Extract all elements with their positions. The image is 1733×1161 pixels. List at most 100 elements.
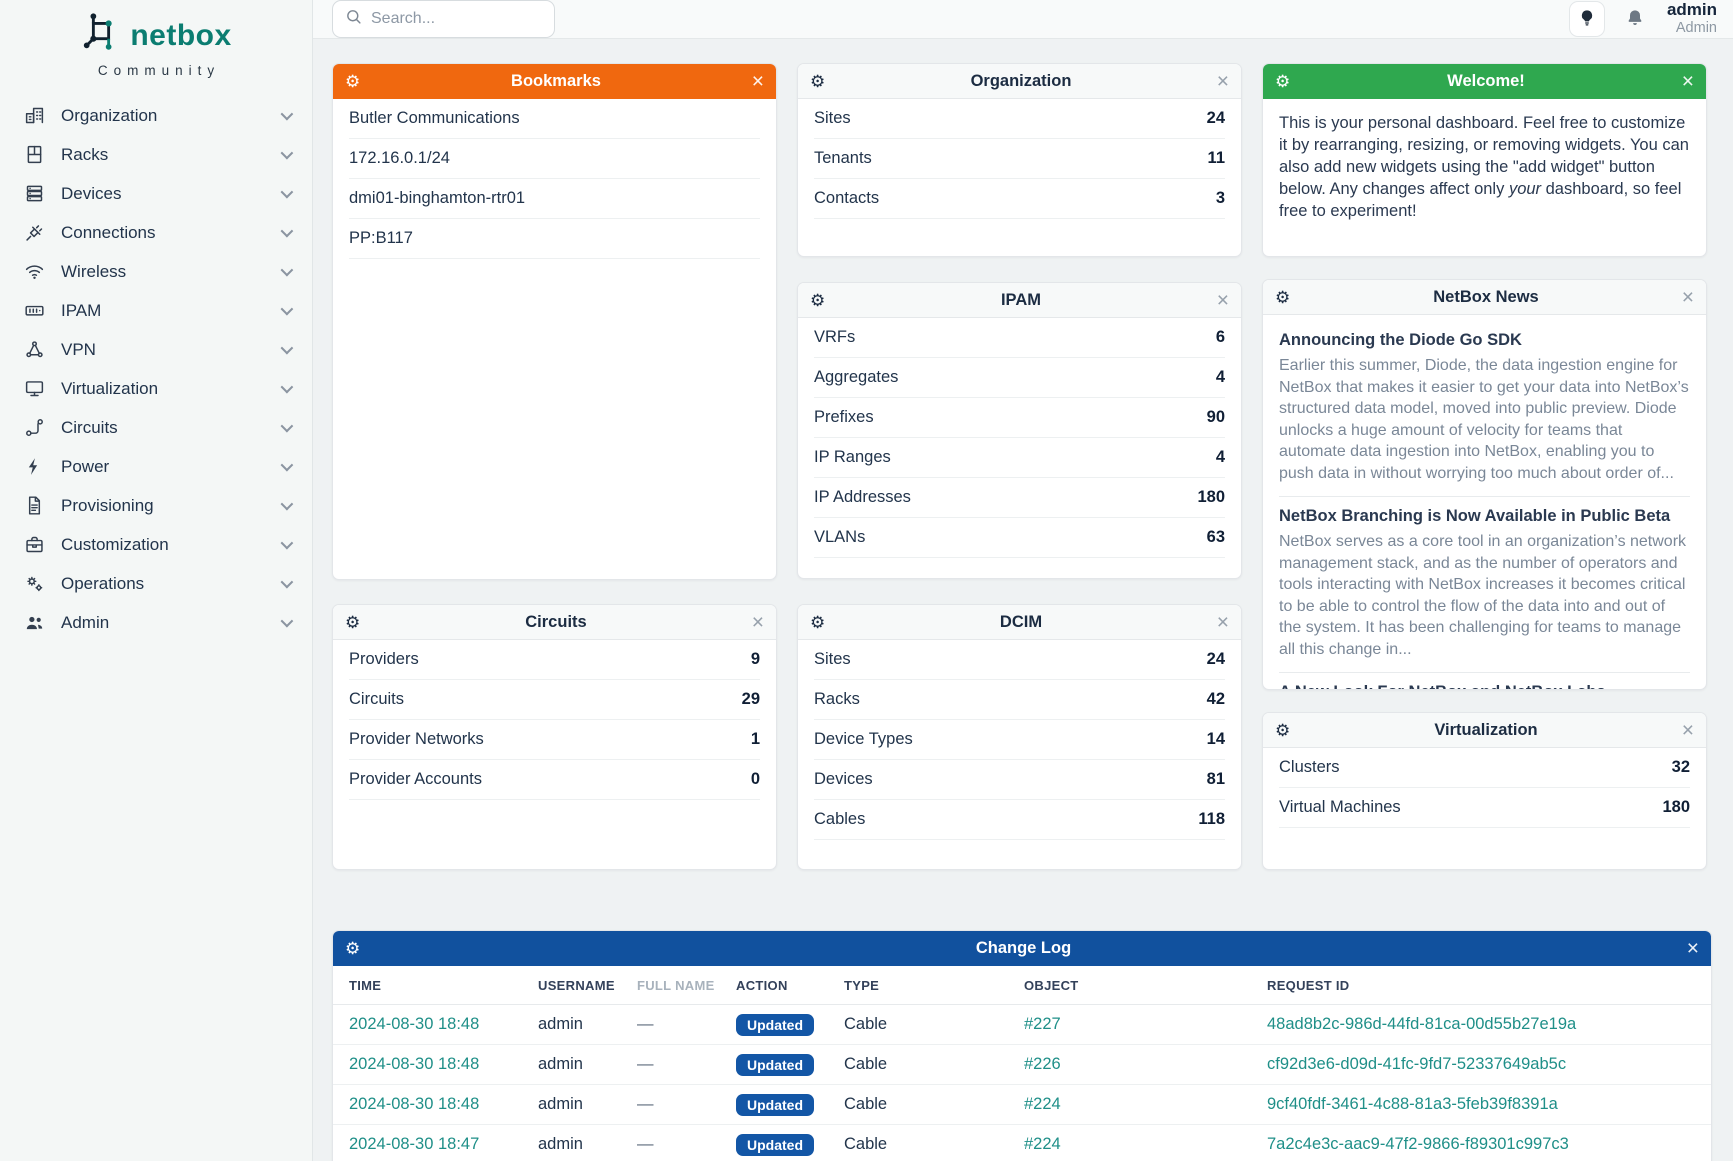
brand-area[interactable]: netbox Community — [0, 0, 312, 78]
widget-config-icon[interactable]: ⚙ — [810, 71, 826, 91]
sidebar-item-provisioning[interactable]: Provisioning — [0, 486, 312, 525]
sidebar-item-racks[interactable]: Racks — [0, 135, 312, 174]
theme-toggle-button[interactable] — [1568, 1, 1605, 37]
sidebar-item-virtualization[interactable]: Virtualization — [0, 369, 312, 408]
chevron-down-icon — [280, 185, 294, 199]
stat-label: Providers — [349, 650, 419, 668]
widget-config-icon[interactable]: ⚙ — [1275, 72, 1291, 91]
widget-close-icon[interactable]: × — [1216, 610, 1229, 634]
column-header-action: ACTION — [736, 977, 788, 993]
change-time-link[interactable]: 2024-08-30 18:48 — [349, 1095, 480, 1113]
stat-row[interactable]: Providers 9 — [349, 640, 760, 680]
stat-row[interactable]: IP Ranges 4 — [814, 438, 1225, 478]
stat-row[interactable]: Provider Networks 1 — [349, 720, 760, 760]
stat-value: 4 — [1215, 368, 1225, 386]
sidebar-item-wireless[interactable]: Wireless — [0, 252, 312, 291]
sidebar-item-customization[interactable]: Customization — [0, 525, 312, 564]
change-full-name: — — [637, 1015, 654, 1033]
stat-row[interactable]: Sites 24 — [814, 99, 1225, 139]
stat-value: 81 — [1206, 770, 1225, 788]
sidebar-item-vpn[interactable]: VPN — [0, 330, 312, 369]
stat-value: 14 — [1206, 730, 1225, 748]
sidebar-item-label: IPAM — [61, 300, 102, 320]
virtualization-widget: ⚙ Virtualization × Clusters 32 Virtual Ma… — [1262, 712, 1707, 870]
stat-row[interactable]: Virtual Machines 180 — [1279, 788, 1690, 828]
news-article-title[interactable]: Announcing the Diode Go SDK — [1279, 331, 1522, 349]
news-article-title[interactable]: NetBox Branching is Now Available in Pub… — [1279, 507, 1671, 525]
bookmark-item[interactable]: Butler Communications — [349, 99, 760, 139]
change-object-link[interactable]: #224 — [1024, 1095, 1061, 1113]
stat-row[interactable]: VLANs 63 — [814, 518, 1225, 558]
bookmark-item[interactable]: dmi01-binghamton-rtr01 — [349, 179, 760, 219]
widget-config-icon[interactable]: ⚙ — [810, 290, 826, 310]
widget-title: Welcome! — [1447, 72, 1525, 90]
stat-value: 118 — [1198, 810, 1225, 828]
widget-config-icon[interactable]: ⚙ — [810, 612, 826, 632]
change-object-link[interactable]: #224 — [1024, 1135, 1061, 1153]
sidebar-item-admin[interactable]: Admin — [0, 603, 312, 642]
sidebar-item-label: Racks — [61, 144, 109, 164]
change-time-link[interactable]: 2024-08-30 18:47 — [349, 1135, 480, 1153]
welcome-text: This is your personal dashboard. Feel fr… — [1279, 114, 1689, 220]
change-type: Cable — [844, 1135, 888, 1153]
sidebar-item-organization[interactable]: Organization — [0, 96, 312, 135]
sidebar-item-ipam[interactable]: IPAM — [0, 291, 312, 330]
widget-config-icon[interactable]: ⚙ — [345, 939, 361, 958]
news-article-title[interactable]: A New Look For NetBox and NetBox Labs — [1279, 683, 1690, 689]
sidebar-item-label: Connections — [61, 222, 156, 242]
sidebar-item-operations[interactable]: Operations — [0, 564, 312, 603]
request-id-link[interactable]: 9cf40fdf-3461-4c88-81a3-5feb39f8391a — [1267, 1095, 1558, 1113]
widget-close-icon[interactable]: × — [1681, 718, 1694, 742]
change-object-link[interactable]: #226 — [1024, 1055, 1061, 1073]
bookmark-item[interactable]: PP:B117 — [349, 219, 760, 259]
stat-row[interactable]: IP Addresses 180 — [814, 478, 1225, 518]
change-time-link[interactable]: 2024-08-30 18:48 — [349, 1015, 480, 1033]
request-id-link[interactable]: cf92d3e6-d09d-41fc-9fd7-52337649ab5c — [1267, 1055, 1567, 1073]
stat-row[interactable]: Sites 24 — [814, 640, 1225, 680]
stat-row[interactable]: Provider Accounts 0 — [349, 760, 760, 800]
news-article-body: Earlier this summer, Diode, the data ing… — [1279, 357, 1689, 482]
sidebar-item-label: Power — [61, 456, 110, 476]
widget-close-icon[interactable]: × — [1686, 937, 1699, 960]
widget-config-icon[interactable]: ⚙ — [1275, 287, 1291, 307]
netbox-news-widget: ⚙ NetBox News × Announcing the Diode Go … — [1262, 279, 1707, 690]
ipam-widget: ⚙ IPAM × VRFs 6 Aggregates 4 Prefixes 90 IP… — [797, 282, 1242, 579]
stat-row[interactable]: Cables 118 — [814, 800, 1225, 840]
notifications-button[interactable] — [1617, 1, 1653, 37]
stat-row[interactable]: VRFs 6 — [814, 318, 1225, 358]
sidebar-item-power[interactable]: Power — [0, 447, 312, 486]
sidebar-item-connections[interactable]: Connections — [0, 213, 312, 252]
change-object-link[interactable]: #227 — [1024, 1015, 1061, 1033]
chevron-down-icon — [280, 302, 294, 316]
widget-config-icon[interactable]: ⚙ — [1275, 720, 1291, 740]
stat-row[interactable]: Device Types 14 — [814, 720, 1225, 760]
change-time-link[interactable]: 2024-08-30 18:48 — [349, 1055, 480, 1073]
stat-row[interactable]: Prefixes 90 — [814, 398, 1225, 438]
stat-value: 11 — [1207, 149, 1225, 167]
stat-row[interactable]: Racks 42 — [814, 680, 1225, 720]
search-input[interactable] — [371, 10, 578, 28]
widget-close-icon[interactable]: × — [751, 70, 764, 93]
sidebar-item-circuits[interactable]: Circuits — [0, 408, 312, 447]
stat-row[interactable]: Devices 81 — [814, 760, 1225, 800]
user-menu[interactable]: admin Admin — [1667, 0, 1717, 37]
stat-row[interactable]: Tenants 11 — [814, 139, 1225, 179]
widget-config-icon[interactable]: ⚙ — [345, 612, 361, 632]
stat-row[interactable]: Clusters 32 — [1279, 748, 1690, 788]
stat-label: Tenants — [814, 149, 872, 167]
stat-row[interactable]: Circuits 29 — [349, 680, 760, 720]
request-id-link[interactable]: 48ad8b2c-986d-44fd-81ca-00d55b27e19a — [1267, 1015, 1577, 1033]
widget-title: NetBox News — [1433, 287, 1539, 306]
stat-row[interactable]: Aggregates 4 — [814, 358, 1225, 398]
widget-close-icon[interactable]: × — [1216, 69, 1229, 93]
widget-close-icon[interactable]: × — [1681, 285, 1694, 309]
widget-close-icon[interactable]: × — [751, 610, 764, 634]
sidebar-item-devices[interactable]: Devices — [0, 174, 312, 213]
widget-close-icon[interactable]: × — [1681, 70, 1694, 93]
widget-close-icon[interactable]: × — [1216, 288, 1229, 312]
bookmark-item[interactable]: 172.16.0.1/24 — [349, 139, 760, 179]
stat-row[interactable]: Contacts 3 — [814, 179, 1225, 219]
chevron-down-icon — [280, 575, 294, 589]
request-id-link[interactable]: 7a2c4e3c-aac9-47f2-9866-f89301c997c3 — [1267, 1135, 1569, 1153]
widget-config-icon[interactable]: ⚙ — [345, 72, 361, 91]
